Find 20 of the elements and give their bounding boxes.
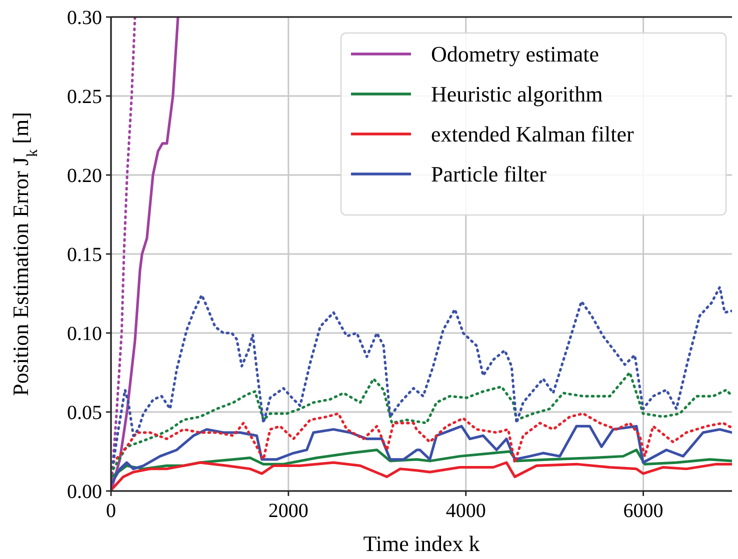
line-series bbox=[112, 371, 732, 470]
y-tick-label: 0.30 bbox=[67, 7, 102, 29]
y-tick-label: 0.00 bbox=[67, 481, 102, 503]
y-tick-label: 0.15 bbox=[67, 244, 102, 266]
x-tick-label: 4000 bbox=[446, 500, 486, 522]
legend-label: Particle filter bbox=[431, 162, 548, 187]
x-tick-label: 0 bbox=[106, 500, 116, 522]
x-tick-label: 2000 bbox=[268, 500, 308, 522]
line-series bbox=[111, 424, 732, 484]
y-tick-label: 0.05 bbox=[67, 402, 102, 424]
y-tick-label: 0.20 bbox=[67, 165, 102, 187]
line-series bbox=[112, 286, 732, 464]
line-series bbox=[112, 412, 732, 464]
legend-label: extended Kalman filter bbox=[431, 122, 634, 147]
y-tick-label: 0.10 bbox=[67, 323, 102, 345]
legend-label: Heuristic algorithm bbox=[431, 82, 603, 107]
y-tick-label: 0.25 bbox=[67, 86, 102, 108]
x-axis-title: Time index k bbox=[363, 531, 480, 556]
legend-label: Odometry estimate bbox=[431, 42, 600, 67]
x-tick-label: 6000 bbox=[623, 500, 664, 522]
